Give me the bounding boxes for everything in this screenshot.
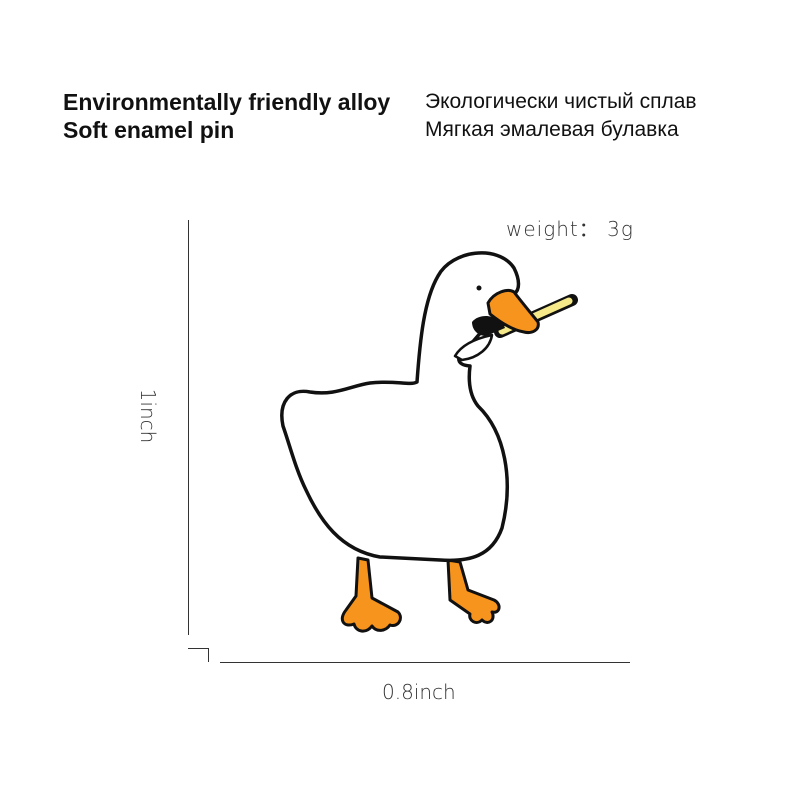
goose-body [280, 251, 521, 563]
material-line-ru: Экологически чистый сплав [425, 90, 697, 113]
type-line-ru: Мягкая эмалевая булавка [425, 118, 679, 141]
weight-label: weight： 3g [506, 217, 634, 241]
width-label: 0.8inch [382, 680, 456, 704]
type-line-en: Soft enamel pin [63, 117, 235, 143]
goose-eye [476, 285, 482, 291]
goose-pin-illustration [280, 251, 578, 633]
corner-mark [188, 648, 209, 662]
height-label: 1inch [136, 388, 160, 444]
goose-bib [453, 333, 494, 362]
material-line-en: Environmentally friendly alloy [63, 89, 391, 115]
english-description: Environmentally friendly alloy Soft enam… [63, 88, 390, 144]
right-foot [446, 558, 501, 624]
russian-description: Экологически чистый сплав Мягкая эмалева… [425, 88, 697, 144]
goose-mouth [472, 316, 505, 336]
left-foot [340, 556, 402, 633]
goose-beak [486, 288, 540, 334]
